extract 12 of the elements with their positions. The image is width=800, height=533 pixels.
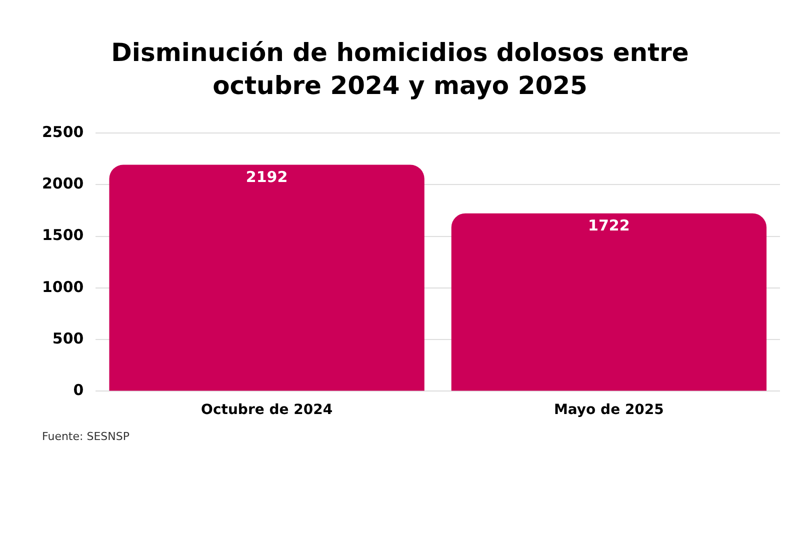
chart-title: Disminución de homicidios dolosos entre octubre 2024 y mayo 2025 — [110, 37, 690, 102]
x-tick-label: Octubre de 2024 — [201, 402, 333, 418]
y-tick-label: 2500 — [42, 122, 84, 141]
data-label: 2192 — [246, 168, 288, 186]
x-tick-label: Mayo de 2025 — [554, 402, 664, 418]
y-tick-label: 500 — [52, 329, 84, 348]
y-tick-label: 2000 — [42, 174, 84, 193]
y-tick-label: 0 — [73, 381, 84, 400]
source-note: Fuente: SESNSP — [42, 430, 130, 443]
y-tick-label: 1500 — [42, 226, 84, 244]
y-tick-label: 1000 — [42, 278, 84, 296]
data-label: 1722 — [588, 216, 630, 235]
